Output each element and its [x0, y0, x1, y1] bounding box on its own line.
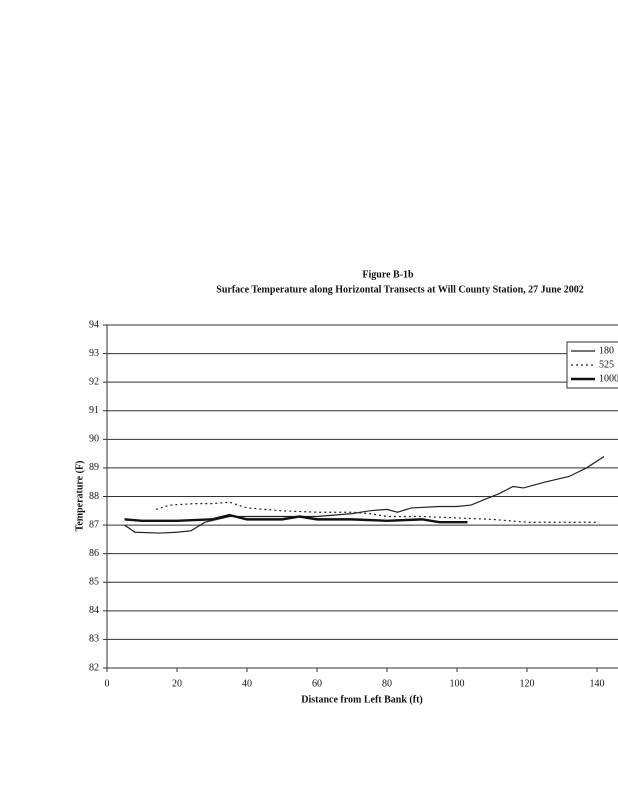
- y-tick-label: 92: [89, 376, 99, 387]
- x-tick-label: 140: [590, 678, 605, 689]
- chart-title: Figure B-1b: [362, 269, 414, 280]
- y-tick-label: 90: [89, 434, 99, 445]
- x-axis-label: Distance from Left Bank (ft): [301, 694, 422, 705]
- y-tick-label: 88: [89, 491, 99, 502]
- x-tick-label: 60: [312, 678, 322, 689]
- series-line: [124, 513, 468, 524]
- y-axis-label: Temperature (F): [74, 461, 85, 532]
- y-tick-label: 85: [89, 577, 99, 588]
- y-tick-label: 93: [89, 348, 99, 359]
- x-tick-label: 100: [450, 678, 465, 689]
- y-tick-label: 94: [89, 319, 99, 330]
- y-tick-label: 87: [89, 519, 99, 530]
- x-tick-label: 20: [172, 678, 182, 689]
- legend-label: 525: [599, 359, 614, 370]
- y-tick-label: 83: [89, 634, 99, 645]
- y-tick-label: 84: [89, 605, 99, 616]
- legend-label: 180: [599, 345, 614, 356]
- series-line: [124, 455, 605, 534]
- x-tick-label: 80: [382, 678, 392, 689]
- y-tick-label: 82: [89, 662, 99, 673]
- legend: 180 525 1000: [566, 341, 618, 389]
- y-tick-label: 91: [89, 405, 99, 416]
- x-tick-label: 120: [520, 678, 535, 689]
- chart-subtitle: Surface Temperature along Horizontal Tra…: [216, 284, 583, 295]
- series-line: [155, 501, 597, 523]
- x-tick-label: 40: [242, 678, 252, 689]
- x-tick-label: 0: [105, 678, 110, 689]
- legend-label: 1000: [599, 373, 618, 384]
- y-tick-label: 89: [89, 462, 99, 473]
- y-tick-label: 86: [89, 548, 99, 559]
